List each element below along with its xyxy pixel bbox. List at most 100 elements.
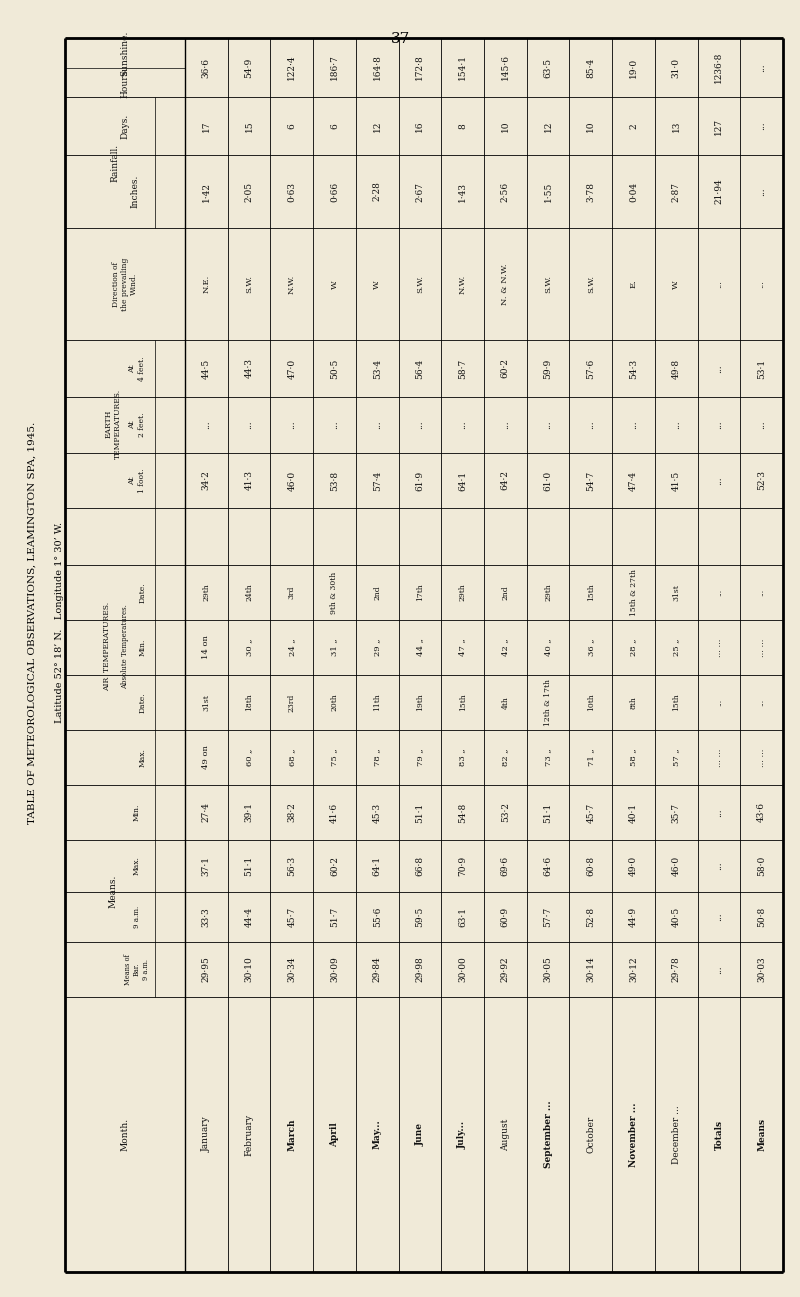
Text: 61·0: 61·0 [543,471,553,490]
Text: 51·1: 51·1 [415,803,425,822]
Text: 40·5: 40·5 [672,907,681,927]
Text: 30·12: 30·12 [629,957,638,982]
Text: 6: 6 [330,123,339,128]
Text: W.: W. [374,279,382,289]
Text: 44 „: 44 „ [416,638,424,656]
Text: At
1 foot.: At 1 foot. [128,468,146,493]
Text: ...: ... [373,420,382,429]
Text: Rainfall.: Rainfall. [110,144,119,182]
Text: 73 „: 73 „ [544,748,552,767]
Text: 60 „: 60 „ [245,748,253,767]
Text: 45·7: 45·7 [586,803,595,822]
Text: 54·7: 54·7 [586,471,595,490]
Text: 54·8: 54·8 [458,803,467,822]
Text: 51·1: 51·1 [245,856,254,877]
Text: 53·2: 53·2 [501,803,510,822]
Text: S.W.: S.W. [586,275,594,293]
Text: 52·3: 52·3 [757,471,766,490]
Text: 40 „: 40 „ [544,638,552,656]
Text: 41·5: 41·5 [672,471,681,490]
Text: ...: ... [714,420,723,429]
Text: 12th & 17th: 12th & 17th [544,680,552,726]
Text: At
4 feet.: At 4 feet. [128,357,146,381]
Text: 33·3: 33·3 [202,907,211,927]
Text: 71 „: 71 „ [586,748,594,767]
Text: 9th & 30th: 9th & 30th [330,572,338,613]
Text: 15th: 15th [458,694,466,711]
Text: 60·9: 60·9 [501,907,510,927]
Text: ...: ... [245,420,254,429]
Text: ...: ... [715,699,723,706]
Text: 44·4: 44·4 [245,907,254,927]
Text: ...: ... [757,187,766,196]
Text: 36·6: 36·6 [202,57,211,78]
Text: 15th: 15th [586,584,594,602]
Text: 164·8: 164·8 [373,54,382,80]
Text: 57·7: 57·7 [543,907,553,927]
Text: 83 „: 83 „ [458,748,466,767]
Text: 45·7: 45·7 [287,907,296,927]
Text: ... ...: ... ... [715,638,723,656]
Text: 30·03: 30·03 [757,957,766,982]
Text: 55·6: 55·6 [373,907,382,927]
Text: N.W.: N.W. [288,275,296,293]
Text: ...: ... [714,965,723,974]
Text: 4th: 4th [502,696,510,709]
Text: 15: 15 [245,121,254,132]
Text: March: March [287,1118,296,1150]
Text: Date.: Date. [139,693,147,713]
Text: November ...: November ... [629,1102,638,1167]
Text: 14 on: 14 on [202,636,210,659]
Text: 58·0: 58·0 [757,856,766,877]
Text: 1·42: 1·42 [202,182,211,201]
Text: 57 „: 57 „ [672,748,680,767]
Text: 57·6: 57·6 [586,358,595,379]
Text: 29 „: 29 „ [374,638,382,656]
Text: 41·3: 41·3 [245,471,254,490]
Text: Means of
Bar.
9 a.m.: Means of Bar. 9 a.m. [124,955,150,984]
Text: ...: ... [458,420,467,429]
Text: 10: 10 [501,121,510,132]
Text: 41·6: 41·6 [330,803,339,822]
Text: 30·34: 30·34 [287,957,296,982]
Text: 0·04: 0·04 [629,182,638,201]
Text: 2nd: 2nd [502,585,510,599]
Text: Means.: Means. [109,874,118,908]
Text: 54·9: 54·9 [245,57,254,78]
Text: December ...: December ... [672,1105,681,1163]
Text: 127: 127 [714,118,723,135]
Text: 186·7: 186·7 [330,54,339,80]
Text: 69·6: 69·6 [501,856,510,875]
Text: 49·0: 49·0 [629,856,638,875]
Text: 20th: 20th [330,694,338,711]
Text: 60·2: 60·2 [501,358,510,379]
Text: 154·1: 154·1 [458,54,467,80]
Text: 56·3: 56·3 [287,856,296,875]
Text: 19·0: 19·0 [629,57,638,78]
Text: 49 on: 49 on [202,746,210,769]
Text: 28 „: 28 „ [630,638,638,656]
Text: S.W.: S.W. [544,275,552,293]
Text: W.: W. [672,279,680,289]
Text: 2·56: 2·56 [501,182,510,201]
Text: 38·2: 38·2 [287,803,296,822]
Text: 64·2: 64·2 [501,471,510,490]
Text: E.: E. [630,280,638,288]
Text: 58·7: 58·7 [458,358,467,379]
Text: 29·98: 29·98 [415,957,425,982]
Text: 30·09: 30·09 [330,957,339,982]
Text: TABLE OF METEOROLOGICAL OBSERVATIONS, LEAMINGTON SPA, 1945.: TABLE OF METEOROLOGICAL OBSERVATIONS, LE… [27,422,37,824]
Text: 25 „: 25 „ [672,638,680,656]
Text: 54·3: 54·3 [629,358,638,379]
Text: AIR  TEMPERATURES.: AIR TEMPERATURES. [103,602,111,691]
Text: ...: ... [330,420,339,429]
Text: 10: 10 [586,121,595,132]
Text: Hours.: Hours. [121,67,130,99]
Text: 43·6: 43·6 [757,803,766,822]
Text: 46·0: 46·0 [287,471,296,490]
Text: 29th: 29th [458,584,466,602]
Text: 1·43: 1·43 [458,182,467,201]
Text: 6: 6 [287,123,296,128]
Text: ...: ... [501,420,510,429]
Text: 60·2: 60·2 [330,856,339,875]
